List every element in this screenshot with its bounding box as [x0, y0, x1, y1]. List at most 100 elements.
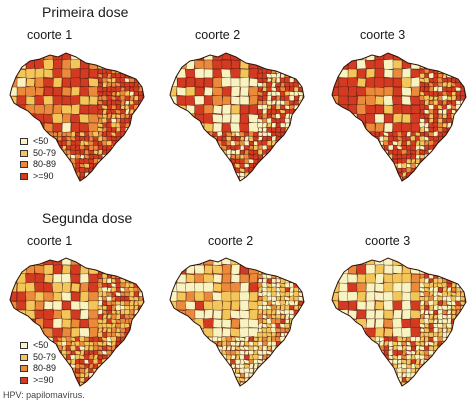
municipality-region: [114, 154, 122, 160]
municipality-region: [128, 323, 135, 329]
municipality-region: [275, 385, 282, 386]
municipality-region: [464, 304, 466, 312]
municipality-region: [208, 166, 214, 174]
municipality-region: [266, 158, 273, 164]
municipality-region: [208, 145, 214, 151]
municipality-region: [288, 268, 295, 276]
municipality-region: [464, 381, 466, 386]
municipality-region: [337, 345, 345, 352]
municipality-region: [130, 387, 135, 391]
municipality-region: [271, 278, 277, 284]
municipality-region: [429, 387, 434, 391]
municipality-region: [138, 372, 144, 378]
municipality-region: [181, 149, 187, 155]
municipality-region: [383, 318, 394, 329]
municipality-region: [217, 386, 222, 390]
municipality-region: [202, 158, 210, 164]
municipality-region: [464, 349, 466, 357]
municipality-region: [88, 113, 99, 124]
municipality-region: [464, 64, 466, 70]
municipality-region: [347, 113, 358, 124]
municipality-region: [302, 86, 304, 92]
municipality-region: [142, 354, 144, 360]
municipality-region: [428, 171, 434, 178]
municipality-region: [124, 154, 131, 160]
municipality-region: [230, 172, 237, 178]
municipality-region: [365, 318, 376, 329]
municipality-region: [374, 300, 385, 311]
municipality-region: [185, 167, 192, 173]
municipality-region: [184, 258, 197, 267]
municipality-region: [133, 258, 139, 261]
municipality-region: [148, 355, 151, 360]
municipality-region: [220, 282, 233, 293]
municipality-region: [332, 362, 336, 370]
municipality-region: [194, 300, 205, 311]
municipality-region: [451, 163, 457, 169]
municipality-region: [379, 158, 385, 164]
municipality-region: [437, 154, 443, 160]
municipality-region: [105, 291, 113, 297]
municipality-region: [96, 385, 104, 386]
municipality-region: [338, 368, 344, 374]
municipality-region: [133, 354, 140, 360]
municipality-region: [212, 363, 218, 369]
municipality-region: [133, 322, 139, 329]
municipality-region: [289, 340, 295, 347]
municipality-region: [459, 363, 466, 370]
municipality-region: [170, 368, 173, 374]
municipality-region: [463, 278, 466, 284]
municipality-region: [374, 148, 380, 156]
municipality-region: [198, 344, 206, 352]
municipality-region: [302, 359, 304, 365]
municipality-region: [92, 377, 99, 383]
municipality-region: [454, 332, 462, 338]
municipality-region: [138, 131, 144, 138]
municipality-region: [370, 140, 376, 146]
municipality-region: [120, 381, 126, 386]
municipality-region: [414, 176, 422, 181]
municipality-region: [332, 368, 336, 374]
country-outline: [331, 52, 467, 182]
municipality-region: [470, 296, 473, 302]
municipality-region: [446, 91, 452, 97]
municipality-region: [356, 309, 367, 320]
municipality-region: [352, 172, 358, 178]
municipality-region: [352, 345, 358, 351]
municipality-region: [270, 258, 278, 262]
municipality-region: [298, 363, 304, 369]
municipality-region: [212, 68, 223, 79]
municipality-region: [25, 53, 36, 61]
municipality-region: [189, 167, 196, 174]
municipality-region: [280, 381, 286, 386]
municipality-region: [442, 144, 448, 151]
municipality-region: [416, 181, 421, 185]
municipality-region: [410, 291, 421, 302]
municipality-region: [342, 135, 349, 142]
municipality-region: [334, 180, 340, 181]
municipality-region: [437, 258, 443, 261]
municipality-region: [428, 91, 434, 97]
municipality-region: [338, 158, 344, 164]
municipality-region: [308, 351, 311, 356]
municipality-region: [129, 350, 135, 356]
municipality-region: [365, 144, 371, 151]
municipality-region: [298, 354, 304, 360]
municipality-region: [175, 377, 183, 383]
municipality-region: [450, 166, 458, 174]
municipality-region: [199, 158, 205, 164]
municipality-region: [370, 167, 376, 173]
municipality-region: [410, 350, 416, 356]
municipality-region: [190, 131, 196, 138]
municipality-region: [61, 273, 72, 284]
municipality-region: [133, 176, 139, 181]
municipality-region: [442, 322, 448, 329]
municipality-region: [293, 354, 299, 360]
municipality-region: [97, 77, 103, 83]
municipality-region: [25, 77, 36, 88]
municipality-region: [428, 322, 434, 329]
municipality-region: [308, 83, 311, 88]
municipality-region: [221, 308, 232, 321]
municipality-region: [433, 309, 439, 315]
municipality-region: [419, 172, 426, 178]
